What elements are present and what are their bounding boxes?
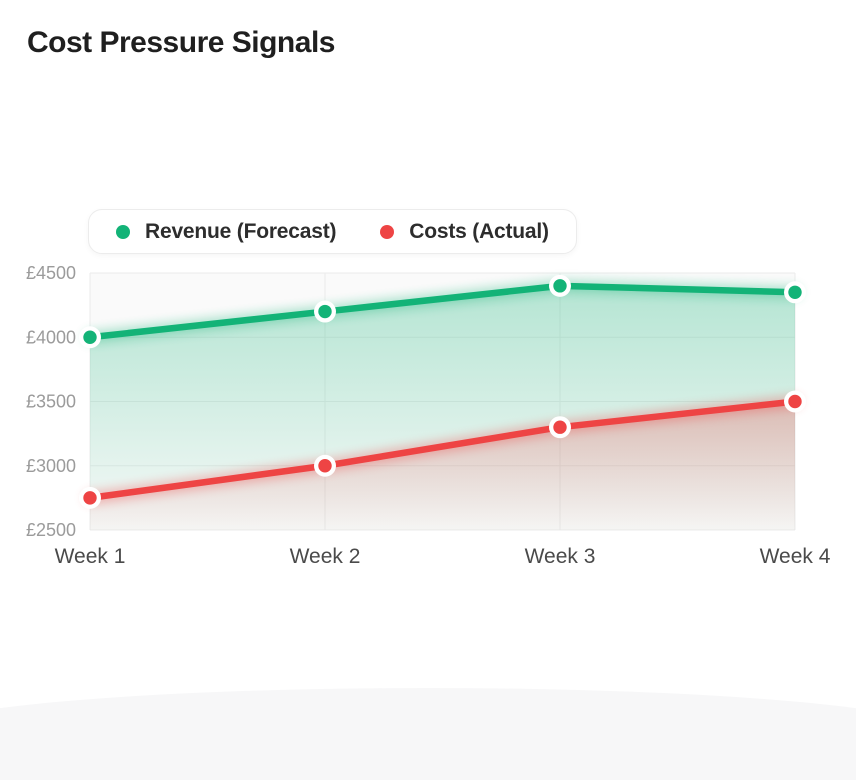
x-axis-labels: Week 1 Week 2 Week 3 Week 4 <box>55 545 831 568</box>
legend-label-revenue: Revenue (Forecast) <box>145 219 337 243</box>
costs-area <box>90 401 795 530</box>
svg-text:Week 3: Week 3 <box>525 545 596 568</box>
svg-text:£3500: £3500 <box>26 392 76 412</box>
revenue-data-point[interactable] <box>318 304 332 319</box>
legend-item-revenue[interactable]: Revenue (Forecast) <box>116 220 336 244</box>
revenue-data-point[interactable] <box>553 279 567 293</box>
costs-data-point[interactable] <box>553 420 567 434</box>
costs-dot-icon <box>380 224 395 239</box>
bottom-wash <box>0 688 856 780</box>
costs-data-point[interactable] <box>318 459 332 473</box>
svg-text:Week 1: Week 1 <box>55 545 126 568</box>
revenue-data-point[interactable] <box>788 285 802 299</box>
svg-text:£4500: £4500 <box>26 263 76 283</box>
revenue-data-point[interactable] <box>83 330 97 344</box>
costs-data-point[interactable] <box>83 491 97 505</box>
costs-line <box>86 398 799 502</box>
svg-text:Week 4: Week 4 <box>760 545 831 568</box>
revenue-dot-icon <box>116 224 130 239</box>
legend-item-costs[interactable]: Costs (Actual) <box>380 220 549 244</box>
svg-text:Week 2: Week 2 <box>290 545 361 568</box>
svg-text:£3000: £3000 <box>26 456 76 476</box>
svg-text:£2500: £2500 <box>26 520 76 540</box>
costs-data-point[interactable] <box>788 394 802 409</box>
svg-text:£4000: £4000 <box>26 327 76 347</box>
y-axis-labels: £2500 £3000 £3500 £4000 £4500 <box>26 263 76 540</box>
revenue-line <box>86 282 799 341</box>
page-title: Cost Pressure Signals <box>27 26 335 59</box>
legend-label-costs: Costs (Actual) <box>409 219 549 243</box>
chart-legend: Revenue (Forecast) Costs (Actual) <box>88 209 577 254</box>
